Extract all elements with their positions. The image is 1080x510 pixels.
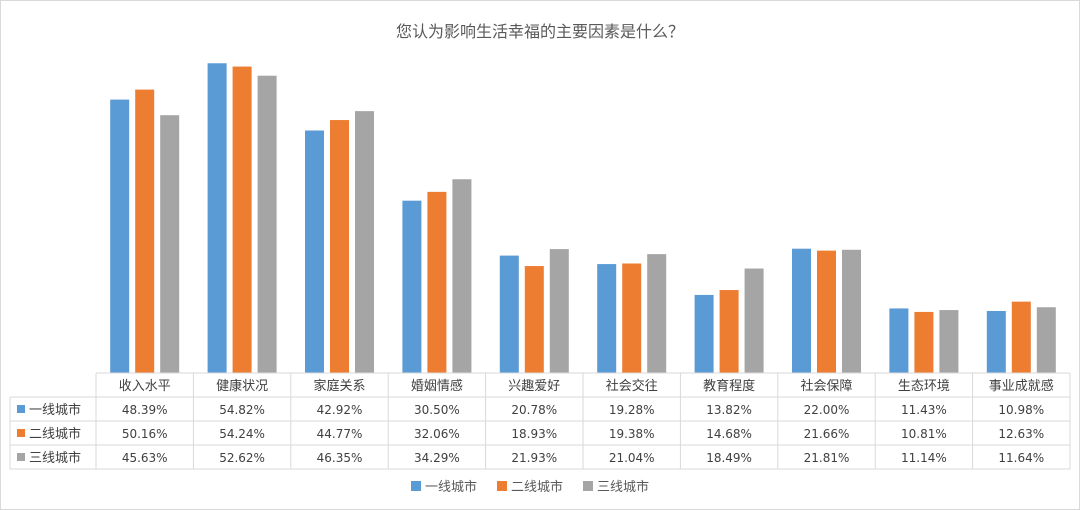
category-label-6: 社会交往 <box>606 378 658 394</box>
bar-series-2-4 <box>427 191 447 373</box>
category-label-1: 收入水平 <box>119 379 171 394</box>
value-cell-1-4: 30.50% <box>414 403 460 417</box>
value-cell-3-10: 11.64% <box>998 451 1044 465</box>
bar-series-3-7 <box>744 268 764 373</box>
value-cell-2-5: 18.93% <box>511 427 557 441</box>
bar-series-2-5 <box>524 266 544 373</box>
series-name-3: 三线城市 <box>29 450 81 466</box>
bar-series-2-10 <box>1011 301 1031 373</box>
bar-series-3-1 <box>160 115 180 374</box>
bar-series-3-6 <box>647 254 667 373</box>
series-name-2: 二线城市 <box>29 426 81 442</box>
category-label-9: 生态环境 <box>898 379 950 394</box>
bar-series-3-2 <box>257 75 277 374</box>
bar-series-2-3 <box>330 120 349 373</box>
bar-series-1-2 <box>207 63 227 373</box>
bar-series-3-9 <box>939 310 959 373</box>
value-cell-3-1: 45.63% <box>122 451 168 465</box>
value-cell-2-8: 21.66% <box>804 427 850 441</box>
legend-label-1: 一线城市 <box>425 479 477 495</box>
bar-series-2-2 <box>232 66 252 373</box>
bar-series-2-8 <box>817 250 836 373</box>
legend-label-2: 二线城市 <box>511 479 563 495</box>
bar-series-2-1 <box>135 89 155 373</box>
bar-series-2-7 <box>719 290 739 373</box>
category-label-5: 兴趣爱好 <box>508 379 560 394</box>
bar-series-1-4 <box>402 200 422 373</box>
legend-swatch-1 <box>411 481 421 491</box>
value-cell-1-7: 13.82% <box>706 403 752 417</box>
value-cell-1-6: 19.28% <box>609 403 655 417</box>
chart-title: 您认为影响生活幸福的主要因素是什么？ <box>395 22 684 41</box>
bar-series-1-3 <box>305 130 324 373</box>
value-cell-3-2: 52.62% <box>219 451 265 465</box>
value-cell-3-7: 18.49% <box>706 451 752 465</box>
value-cell-1-2: 54.82% <box>219 403 265 417</box>
value-cell-3-3: 46.35% <box>317 451 363 465</box>
value-cell-2-3: 44.77% <box>317 427 363 441</box>
value-cell-1-10: 10.98% <box>998 403 1044 417</box>
value-cell-2-2: 54.24% <box>219 427 265 441</box>
bar-series-3-5 <box>549 249 569 373</box>
bar-series-1-6 <box>597 264 617 373</box>
value-cell-3-8: 21.81% <box>804 451 850 465</box>
bar-series-1-10 <box>986 310 1006 373</box>
bar-series-1-5 <box>499 255 519 373</box>
table-key-2 <box>17 429 25 437</box>
bar-series-3-3 <box>355 111 374 373</box>
bar-series-3-8 <box>842 249 861 373</box>
bar-series-1-9 <box>889 308 909 373</box>
value-cell-1-3: 42.92% <box>317 403 363 417</box>
value-cell-2-1: 50.16% <box>122 427 168 441</box>
series-name-1: 一线城市 <box>29 402 81 418</box>
category-label-3: 家庭关系 <box>313 378 365 394</box>
value-cell-2-4: 32.06% <box>414 427 460 441</box>
value-cell-1-8: 22.00% <box>804 403 850 417</box>
value-cell-1-5: 20.78% <box>511 403 557 417</box>
bar-series-3-4 <box>452 179 472 373</box>
table-key-3 <box>17 453 25 461</box>
value-cell-2-10: 12.63% <box>998 427 1044 441</box>
category-label-7: 教育程度 <box>703 378 755 394</box>
value-cell-3-9: 11.14% <box>901 451 947 465</box>
value-cell-2-7: 14.68% <box>706 427 752 441</box>
bar-series-3-10 <box>1036 307 1056 373</box>
value-cell-3-5: 21.93% <box>511 451 557 465</box>
legend-label-3: 三线城市 <box>597 479 649 495</box>
category-label-10: 事业成就感 <box>989 378 1054 394</box>
bar-series-2-6 <box>622 263 642 373</box>
bar-series-1-8 <box>792 248 811 373</box>
value-cell-1-1: 48.39% <box>122 403 168 417</box>
value-cell-3-4: 34.29% <box>414 451 460 465</box>
value-cell-2-6: 19.38% <box>609 427 655 441</box>
bar-series-2-9 <box>914 311 934 373</box>
category-label-8: 社会保障 <box>800 378 852 394</box>
category-label-4: 婚姻情感 <box>411 378 463 394</box>
value-cell-2-9: 10.81% <box>901 427 947 441</box>
value-cell-1-9: 11.43% <box>901 403 947 417</box>
bar-series-1-7 <box>694 294 714 373</box>
category-label-2: 健康状况 <box>216 378 268 394</box>
value-cell-3-6: 21.04% <box>609 451 655 465</box>
legend-swatch-3 <box>583 481 593 491</box>
table-key-1 <box>17 405 25 413</box>
bar-series-1-1 <box>110 99 130 373</box>
legend-swatch-2 <box>497 481 507 491</box>
